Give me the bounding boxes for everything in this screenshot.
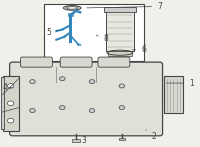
Bar <box>119 138 125 140</box>
Text: 1: 1 <box>166 78 194 88</box>
Bar <box>68 13 73 16</box>
Text: 3: 3 <box>82 136 87 145</box>
FancyBboxPatch shape <box>98 57 130 67</box>
Text: 8: 8 <box>96 34 108 43</box>
Text: 2: 2 <box>146 130 156 141</box>
FancyBboxPatch shape <box>21 57 52 67</box>
Bar <box>72 139 80 142</box>
Text: 7: 7 <box>87 2 162 11</box>
Circle shape <box>119 84 125 88</box>
Ellipse shape <box>67 7 78 9</box>
Bar <box>1 77 4 129</box>
Circle shape <box>89 80 95 84</box>
Bar <box>3 76 19 131</box>
FancyBboxPatch shape <box>60 57 92 67</box>
Circle shape <box>7 84 14 88</box>
Circle shape <box>89 108 95 113</box>
Bar <box>108 51 132 56</box>
FancyBboxPatch shape <box>10 62 163 136</box>
Circle shape <box>30 80 35 84</box>
Circle shape <box>7 118 14 123</box>
Text: 5: 5 <box>46 28 58 37</box>
Circle shape <box>30 108 35 113</box>
Ellipse shape <box>63 6 81 10</box>
Circle shape <box>59 106 65 110</box>
Text: 4: 4 <box>2 83 13 92</box>
Text: 6: 6 <box>133 45 146 54</box>
Circle shape <box>7 101 14 106</box>
Circle shape <box>59 77 65 81</box>
Ellipse shape <box>77 44 81 46</box>
Bar <box>106 11 134 51</box>
Bar <box>104 7 136 11</box>
Bar <box>44 4 144 61</box>
Circle shape <box>119 106 125 110</box>
Bar <box>164 76 183 113</box>
